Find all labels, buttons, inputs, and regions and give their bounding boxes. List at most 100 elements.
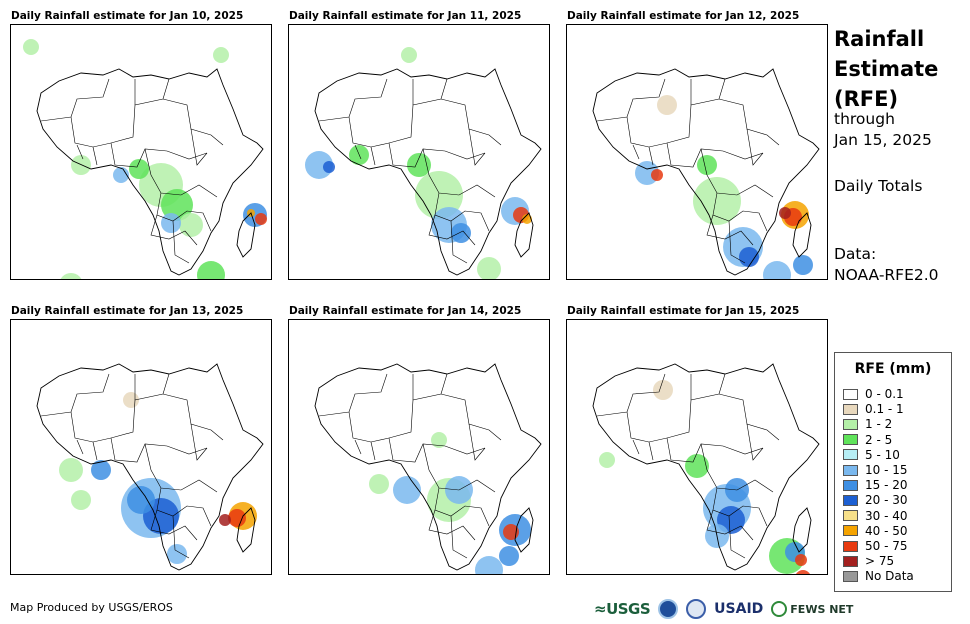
country-border — [370, 441, 376, 461]
country-border — [92, 146, 98, 166]
rainfall-area — [779, 207, 791, 219]
rainfall-area — [323, 161, 335, 173]
rainfall-area — [407, 153, 431, 177]
legend-label: 20 - 30 — [865, 493, 908, 508]
credit-text: Map Produced by USGS/EROS — [10, 601, 173, 614]
legend-item: 20 - 30 — [843, 493, 908, 507]
madagascar-coastline — [236, 212, 256, 258]
africa-coastline — [36, 68, 264, 276]
legend-label: 15 - 20 — [865, 478, 908, 493]
legend-swatch — [843, 479, 858, 491]
map-panel: Daily Rainfall estimate for Jan 11, 2025 — [288, 10, 550, 280]
rainfall-area — [796, 570, 810, 574]
rainfall-map — [566, 24, 828, 280]
country-border — [728, 515, 746, 559]
country-border — [746, 128, 764, 166]
partner-logos: ≈USGS USAID FEWS NET — [594, 597, 861, 621]
panel-title: Daily Rainfall estimate for Jan 15, 2025 — [567, 305, 800, 317]
country-border — [428, 509, 476, 541]
fews-net-logo: FEWS NET — [771, 601, 853, 617]
legend-swatch — [843, 555, 858, 567]
country-border — [40, 78, 110, 122]
rainfall-map — [10, 24, 272, 280]
country-border — [712, 487, 768, 527]
map-panel: Daily Rainfall estimate for Jan 13, 2025 — [10, 305, 272, 575]
country-border — [172, 220, 190, 264]
country-border — [632, 144, 640, 160]
country-border — [110, 437, 208, 463]
rainfall-map — [566, 319, 828, 575]
madagascar-coastline — [792, 507, 812, 553]
rainfall-area — [763, 261, 791, 279]
rainfall-area — [23, 39, 39, 55]
legend-item: 30 - 40 — [843, 509, 908, 523]
legend-item: 50 - 75 — [843, 539, 908, 553]
legend-item: > 75 — [843, 554, 894, 568]
legend-label: 40 - 50 — [865, 523, 908, 538]
legend-label: 2 - 5 — [865, 432, 893, 447]
country-border — [422, 148, 496, 198]
country-border — [354, 144, 362, 160]
country-border — [728, 220, 746, 264]
country-border — [450, 515, 468, 559]
country-border — [440, 98, 502, 146]
country-border — [666, 78, 726, 144]
country-border — [370, 146, 376, 166]
noaa-logo-icon — [658, 599, 679, 619]
rainfall-area — [475, 556, 503, 574]
legend-item: 10 - 15 — [843, 463, 908, 477]
country-border — [718, 393, 780, 441]
panel-title: Daily Rainfall estimate for Jan 13, 2025 — [11, 305, 244, 317]
legend-swatch — [843, 434, 858, 446]
country-border — [162, 98, 224, 146]
data-label: Data: — [834, 245, 877, 263]
legend-item: 5 - 10 — [843, 448, 900, 462]
rainfall-area — [503, 524, 519, 540]
country-border — [388, 78, 448, 144]
rainfall-area — [161, 213, 181, 233]
africa-coastline — [314, 363, 542, 571]
legend-swatch — [843, 388, 858, 400]
country-border — [626, 116, 668, 148]
country-border — [626, 411, 668, 443]
legend-swatch — [843, 464, 858, 476]
country-border — [666, 373, 726, 439]
rainfall-area — [739, 247, 759, 267]
country-border — [70, 411, 112, 443]
rainfall-area — [127, 486, 155, 514]
country-border — [156, 487, 212, 527]
country-border — [348, 116, 390, 148]
legend-label: No Data — [865, 569, 914, 584]
map-panel: Daily Rainfall estimate for Jan 14, 2025 — [288, 305, 550, 575]
country-border — [150, 509, 198, 541]
rainfall-area — [477, 257, 501, 279]
fews-net-logo-text: FEWS NET — [790, 602, 854, 616]
rainfall-area — [179, 213, 203, 237]
legend-swatch — [843, 403, 858, 415]
usgs-logo-text: ≈USGS — [594, 600, 651, 618]
country-border — [190, 423, 208, 461]
country-border — [70, 116, 112, 148]
rainfall-area — [255, 213, 267, 225]
usaid-logo: USAID — [714, 601, 763, 617]
legend-item: 0.1 - 1 — [843, 402, 904, 416]
country-border — [700, 443, 774, 493]
daily-totals-label: Daily Totals — [834, 177, 923, 195]
rainfall-map — [288, 24, 550, 280]
country-border — [190, 128, 208, 166]
legend-item: No Data — [843, 569, 914, 583]
country-border — [706, 509, 754, 541]
rainfall-area — [393, 476, 421, 504]
rainfall-area — [123, 392, 139, 408]
legend-swatch — [843, 418, 858, 430]
rainfall-area — [415, 171, 463, 219]
legend-label: 30 - 40 — [865, 508, 908, 523]
rainfall-area — [599, 452, 615, 468]
country-border — [76, 439, 84, 455]
map-panel: Daily Rainfall estimate for Jan 10, 2025 — [10, 10, 272, 280]
panel-title: Daily Rainfall estimate for Jan 10, 2025 — [11, 10, 244, 22]
africa-coastline — [592, 363, 820, 571]
madagascar-coastline — [514, 212, 534, 258]
rainfall-area — [129, 159, 149, 179]
country-border — [110, 373, 170, 439]
